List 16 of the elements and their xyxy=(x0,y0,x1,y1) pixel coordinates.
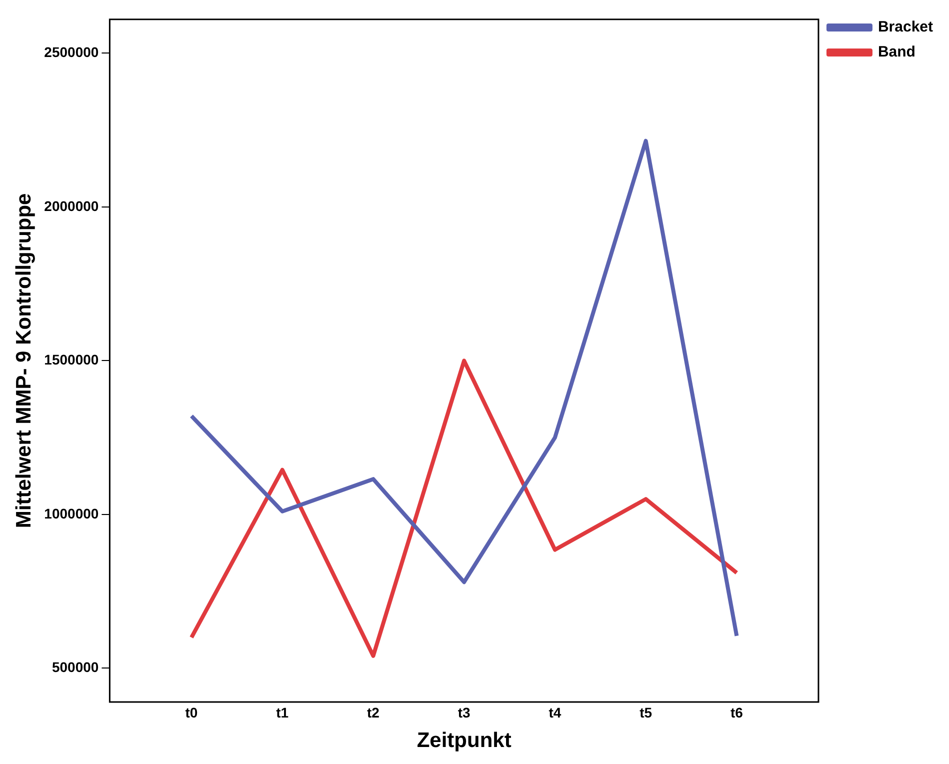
x-tick-label: t2 xyxy=(366,704,380,720)
x-tick-label: t1 xyxy=(276,704,289,720)
y-axis-title: Mittelwert MMP- 9 Kontrollgruppe xyxy=(12,193,36,528)
y-tick-label: 2000000 xyxy=(44,198,99,214)
y-tick-label: 500000 xyxy=(52,659,99,676)
x-tick-label: t5 xyxy=(640,704,652,720)
y-tick-label: 2500000 xyxy=(44,44,99,60)
x-axis-title: Zeitpunkt xyxy=(416,729,512,752)
x-tick-label: t3 xyxy=(458,704,471,720)
y-tick-label: 1000000 xyxy=(44,505,99,522)
legend-label: Band xyxy=(878,44,916,61)
x-tick-label: t4 xyxy=(548,704,562,720)
x-tick-label: t6 xyxy=(730,704,744,720)
x-tick-label: t0 xyxy=(185,704,198,720)
legend-label: Bracket xyxy=(878,18,934,36)
y-tick-label: 1500000 xyxy=(44,352,99,368)
